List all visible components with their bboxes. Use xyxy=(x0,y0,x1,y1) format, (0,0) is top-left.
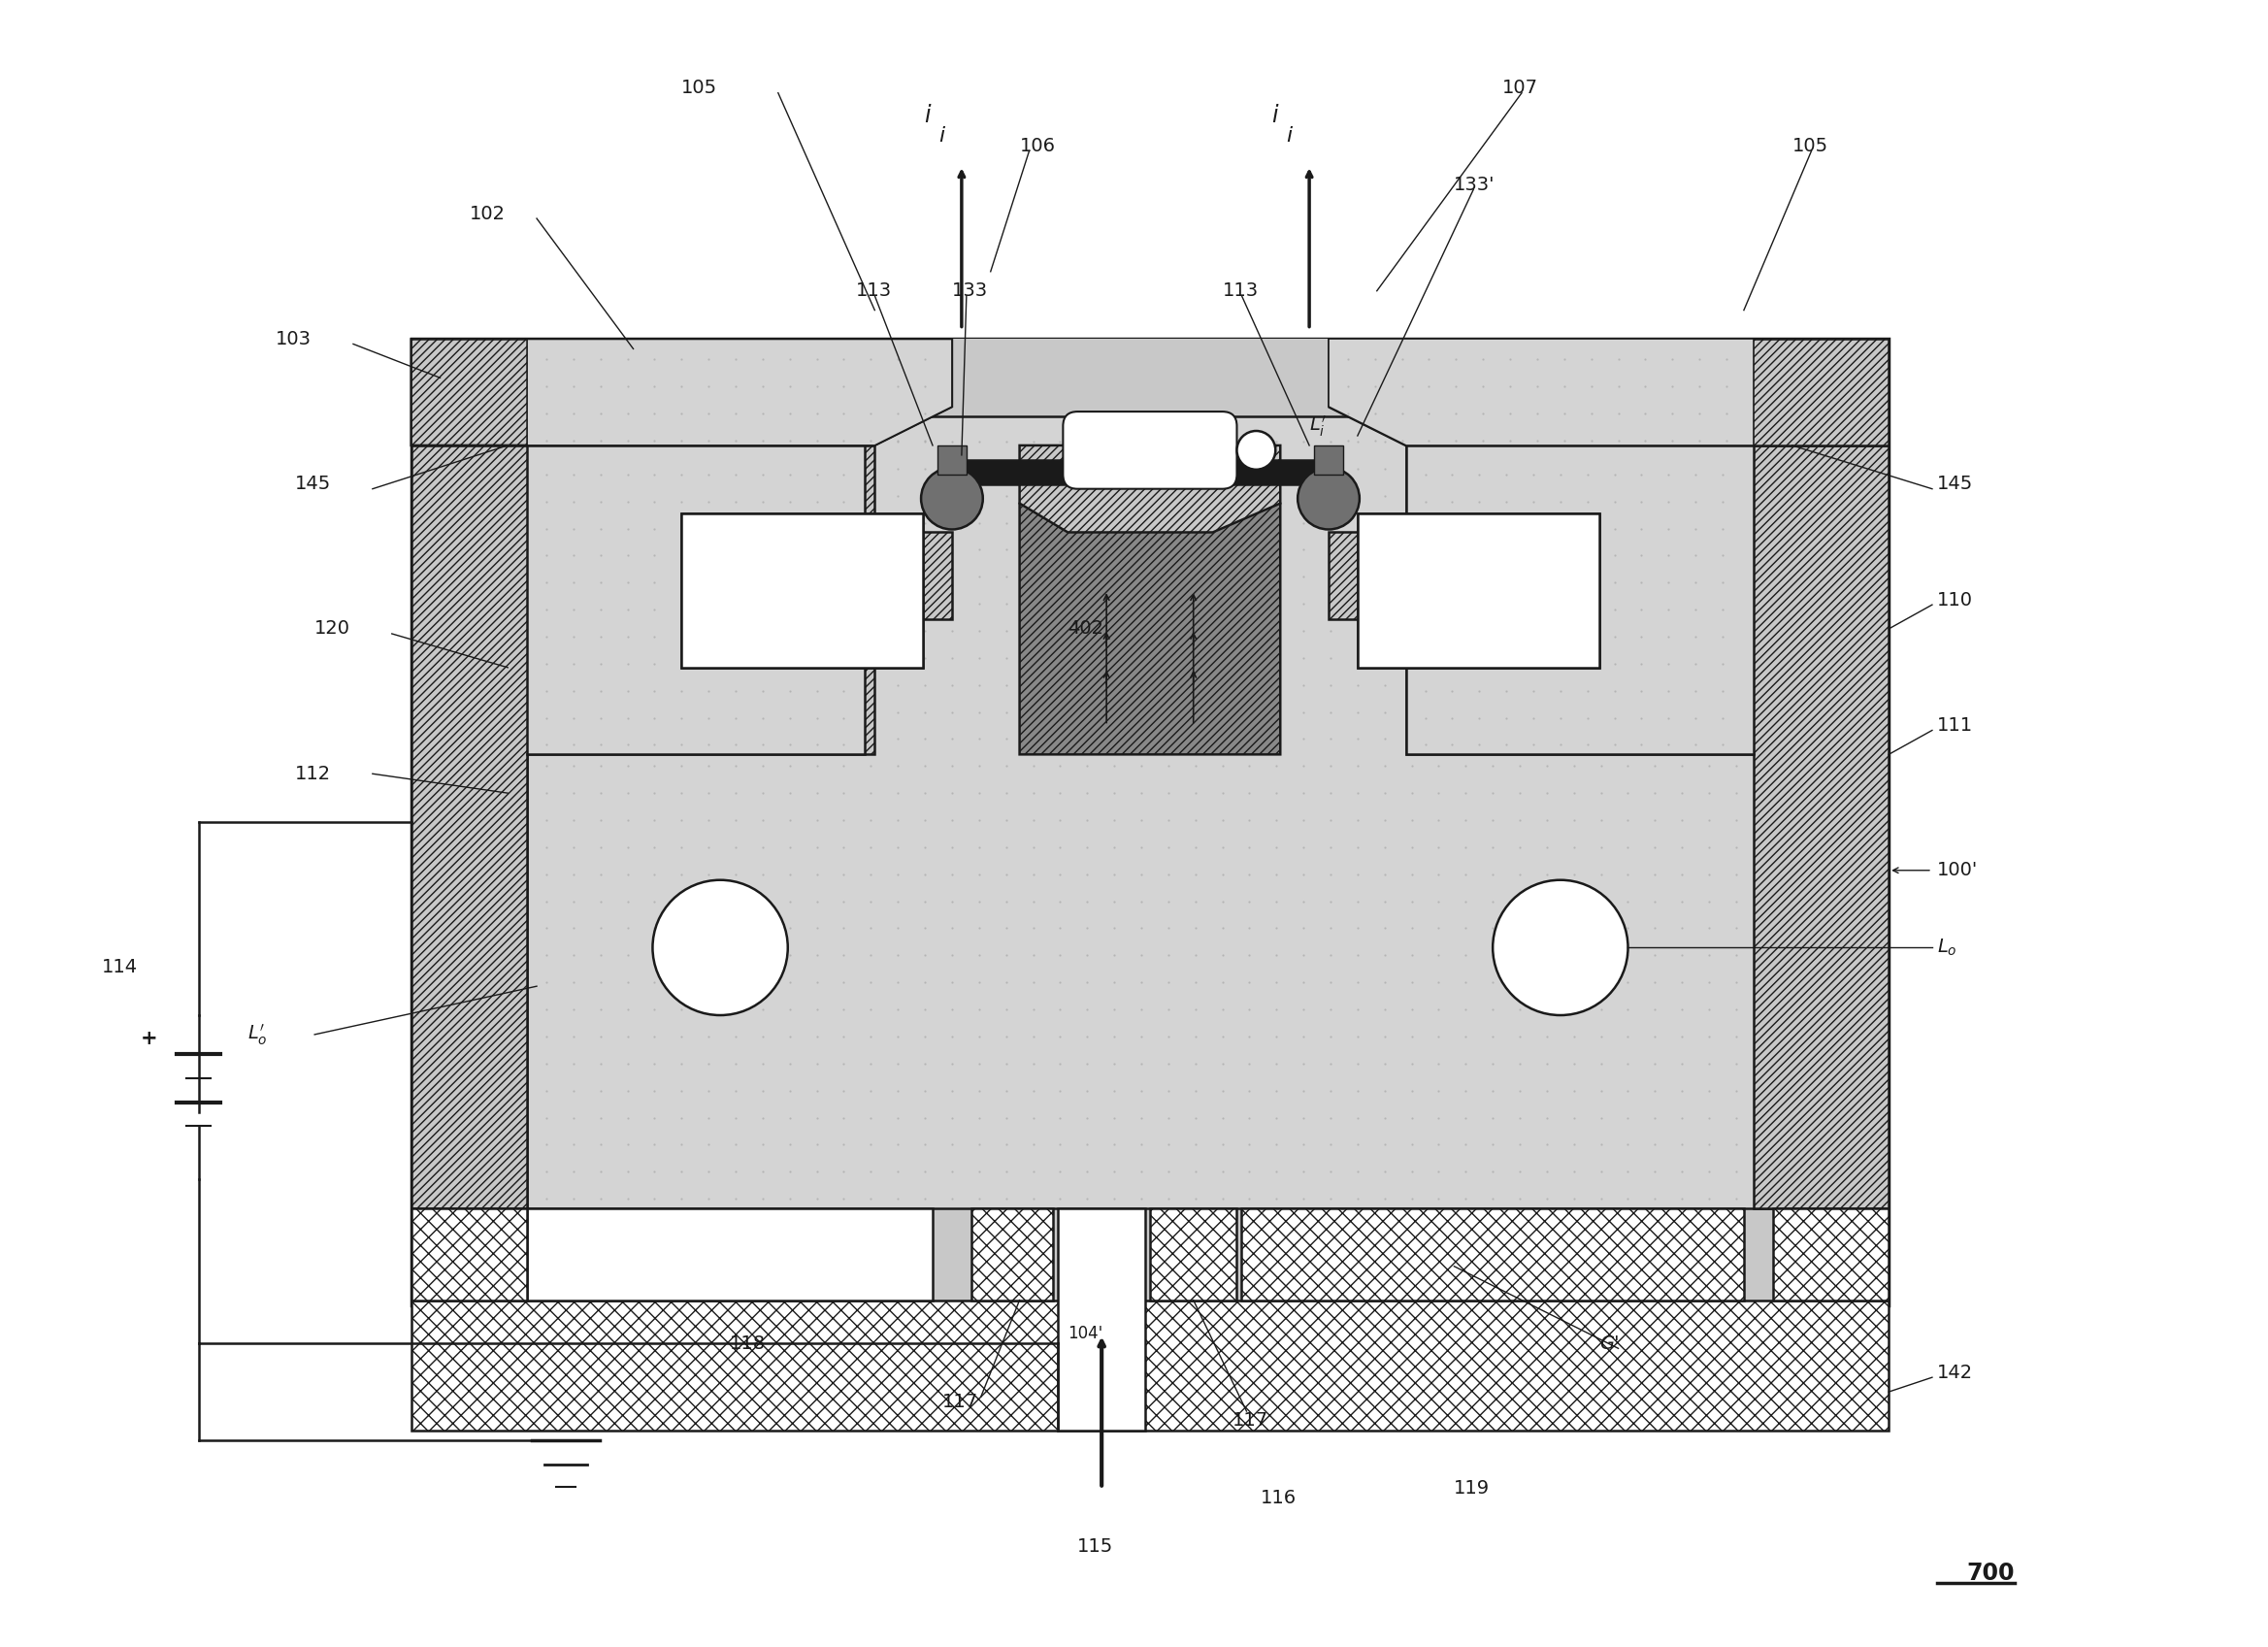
Polygon shape xyxy=(526,339,953,445)
Text: 106: 106 xyxy=(1021,137,1055,155)
Polygon shape xyxy=(1021,464,1281,754)
Bar xyxy=(1359,512,1599,667)
Bar xyxy=(683,512,923,667)
Bar xyxy=(1241,1209,1744,1299)
Text: 110: 110 xyxy=(1937,591,1973,609)
Text: 120: 120 xyxy=(315,619,352,637)
Text: 116: 116 xyxy=(1261,1489,1297,1507)
Bar xyxy=(526,417,1792,1209)
Polygon shape xyxy=(1329,339,1753,445)
Text: +: + xyxy=(141,1029,159,1047)
Text: 145: 145 xyxy=(295,474,331,492)
Text: 133': 133' xyxy=(1454,176,1495,194)
Text: 113: 113 xyxy=(855,282,891,300)
Bar xyxy=(1059,1209,1145,1431)
Polygon shape xyxy=(1329,445,1889,1209)
Circle shape xyxy=(653,879,787,1015)
Bar xyxy=(411,1209,1889,1304)
Text: 100': 100' xyxy=(1937,861,1978,879)
Bar xyxy=(953,460,1329,484)
Text: 107: 107 xyxy=(1501,79,1538,97)
Text: $i$: $i$ xyxy=(939,127,946,147)
Text: 700: 700 xyxy=(1966,1561,2014,1584)
Circle shape xyxy=(921,468,982,529)
Bar xyxy=(937,445,966,474)
Text: 114: 114 xyxy=(102,957,138,977)
Bar xyxy=(971,1209,1052,1299)
Polygon shape xyxy=(1021,445,1281,532)
Text: $i$: $i$ xyxy=(1286,127,1293,147)
Bar xyxy=(411,1299,1889,1431)
Text: 402: 402 xyxy=(1068,619,1105,637)
Bar xyxy=(1150,1209,1236,1299)
Text: $L_o'$: $L_o'$ xyxy=(247,1023,268,1047)
Text: G': G' xyxy=(1599,1334,1619,1352)
Bar xyxy=(1313,445,1343,474)
Text: 113: 113 xyxy=(1222,282,1259,300)
Bar xyxy=(1406,445,1753,754)
Text: 102: 102 xyxy=(469,204,506,222)
Text: 117: 117 xyxy=(941,1392,978,1411)
Bar xyxy=(526,445,864,754)
FancyBboxPatch shape xyxy=(1064,412,1236,489)
Text: 112: 112 xyxy=(295,764,331,782)
Text: $i$: $i$ xyxy=(1272,104,1279,127)
Text: 105: 105 xyxy=(1792,137,1828,155)
Text: 117: 117 xyxy=(1232,1411,1268,1430)
Circle shape xyxy=(1492,879,1628,1015)
Text: $L_i'$: $L_i'$ xyxy=(1309,413,1327,438)
Bar xyxy=(683,512,923,667)
Text: 142: 142 xyxy=(1937,1364,1973,1382)
Bar xyxy=(1359,512,1599,667)
Bar xyxy=(1774,339,1889,1304)
Text: $i$: $i$ xyxy=(923,104,932,127)
Bar xyxy=(526,1209,932,1299)
Text: $L_o$: $L_o$ xyxy=(1937,937,1957,959)
Text: 104': 104' xyxy=(1068,1326,1102,1342)
Text: 119: 119 xyxy=(1454,1479,1490,1497)
Bar xyxy=(411,339,1889,445)
Bar xyxy=(411,1209,526,1299)
Bar xyxy=(1774,1209,1889,1299)
Bar xyxy=(411,339,526,1304)
Text: 118: 118 xyxy=(730,1334,767,1352)
Text: 133: 133 xyxy=(953,282,989,300)
Bar xyxy=(411,339,1889,1304)
Text: 111: 111 xyxy=(1937,716,1973,735)
Polygon shape xyxy=(1329,339,1889,445)
Text: 103: 103 xyxy=(277,329,313,349)
Text: 145: 145 xyxy=(1937,474,1973,492)
Text: 105: 105 xyxy=(683,79,717,97)
Circle shape xyxy=(1236,432,1275,469)
Polygon shape xyxy=(411,339,953,445)
Text: 115: 115 xyxy=(1077,1537,1114,1556)
Circle shape xyxy=(1297,468,1359,529)
Polygon shape xyxy=(411,445,953,1209)
